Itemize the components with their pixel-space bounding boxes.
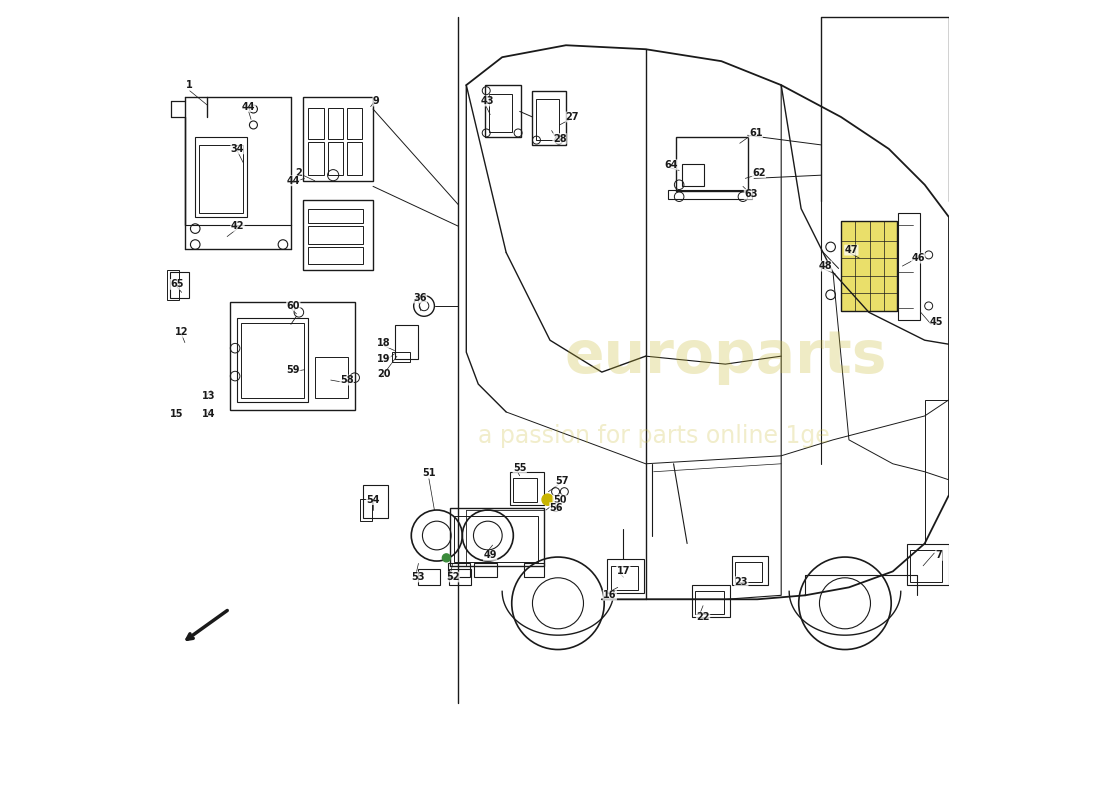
Bar xyxy=(395,325,418,358)
Text: 7: 7 xyxy=(936,550,943,561)
Text: 59: 59 xyxy=(286,365,300,374)
Text: 17: 17 xyxy=(617,566,630,577)
Text: 61: 61 xyxy=(749,128,762,138)
Text: 44: 44 xyxy=(242,102,255,112)
Bar xyxy=(510,472,543,506)
Text: 18: 18 xyxy=(377,338,390,347)
Bar xyxy=(525,562,544,577)
Bar xyxy=(346,142,362,175)
Text: 16: 16 xyxy=(603,590,616,600)
Bar xyxy=(490,94,512,132)
Text: 36: 36 xyxy=(414,293,427,303)
Text: 57: 57 xyxy=(556,476,569,486)
Text: a passion for parts online 1ge: a passion for parts online 1ge xyxy=(477,424,829,448)
Bar xyxy=(532,90,565,145)
Text: 60: 60 xyxy=(286,301,300,311)
Bar xyxy=(450,509,544,566)
Bar xyxy=(238,318,308,402)
Circle shape xyxy=(542,494,553,506)
Bar xyxy=(692,585,730,617)
Bar xyxy=(308,209,363,223)
Text: 20: 20 xyxy=(377,370,390,379)
Text: 15: 15 xyxy=(170,409,184,418)
Bar xyxy=(302,97,373,181)
Bar xyxy=(682,164,704,186)
Text: 14: 14 xyxy=(202,409,216,418)
Bar xyxy=(308,247,363,265)
Bar xyxy=(167,270,179,300)
Bar xyxy=(485,85,520,137)
Text: 62: 62 xyxy=(752,168,766,178)
Bar xyxy=(328,142,343,175)
Bar xyxy=(315,357,349,398)
Bar xyxy=(302,200,373,270)
Text: 52: 52 xyxy=(446,572,460,582)
Text: 48: 48 xyxy=(818,261,832,271)
Text: 50: 50 xyxy=(553,494,566,505)
Bar xyxy=(449,569,471,585)
Text: 22: 22 xyxy=(696,612,710,622)
Text: europarts: europarts xyxy=(564,328,887,385)
Text: 64: 64 xyxy=(664,160,678,170)
Bar xyxy=(199,145,243,213)
Text: 47: 47 xyxy=(845,245,858,255)
Bar xyxy=(308,226,363,244)
Bar xyxy=(169,273,189,298)
Text: 56: 56 xyxy=(550,502,563,513)
Text: 2: 2 xyxy=(296,168,303,178)
Text: 23: 23 xyxy=(735,577,748,586)
Text: 28: 28 xyxy=(553,134,566,143)
Text: 27: 27 xyxy=(565,112,579,122)
Bar xyxy=(908,543,948,585)
Text: 53: 53 xyxy=(411,572,426,582)
Text: 49: 49 xyxy=(484,550,497,561)
Bar xyxy=(363,485,388,518)
Text: 54: 54 xyxy=(366,494,379,505)
Bar xyxy=(842,222,896,310)
Bar xyxy=(230,302,355,410)
Bar xyxy=(514,478,537,502)
Bar xyxy=(668,190,751,199)
Text: 63: 63 xyxy=(744,190,758,199)
Text: 58: 58 xyxy=(340,375,353,385)
Bar xyxy=(537,98,559,140)
Bar xyxy=(241,322,305,398)
Text: 19: 19 xyxy=(377,354,390,363)
Bar xyxy=(607,559,645,593)
Text: 46: 46 xyxy=(912,253,925,263)
Bar xyxy=(732,556,769,585)
Text: 9: 9 xyxy=(373,96,380,106)
Bar xyxy=(454,515,538,562)
Text: 45: 45 xyxy=(930,317,944,327)
Text: 44: 44 xyxy=(286,176,300,186)
Bar xyxy=(361,499,372,521)
Bar xyxy=(392,352,409,362)
Bar xyxy=(346,108,362,138)
Bar xyxy=(448,562,471,577)
Text: 13: 13 xyxy=(202,391,216,401)
Bar xyxy=(195,137,248,217)
Text: 65: 65 xyxy=(170,279,184,290)
Text: 1: 1 xyxy=(186,80,192,90)
Bar xyxy=(308,142,323,175)
Circle shape xyxy=(442,554,450,562)
Text: 51: 51 xyxy=(422,468,436,478)
Text: 55: 55 xyxy=(513,462,527,473)
Text: 43: 43 xyxy=(481,96,495,106)
Bar xyxy=(610,566,638,590)
Bar xyxy=(842,222,896,310)
Bar xyxy=(474,562,496,577)
Bar xyxy=(898,213,920,320)
Bar xyxy=(911,550,943,582)
Text: 12: 12 xyxy=(175,327,188,338)
Text: 42: 42 xyxy=(231,222,244,231)
Bar xyxy=(676,137,748,191)
Bar xyxy=(328,108,343,138)
Text: 34: 34 xyxy=(231,144,244,154)
Bar xyxy=(925,400,948,543)
Bar xyxy=(695,591,724,614)
Bar xyxy=(735,562,762,582)
Bar xyxy=(308,108,323,138)
Bar xyxy=(418,569,440,585)
